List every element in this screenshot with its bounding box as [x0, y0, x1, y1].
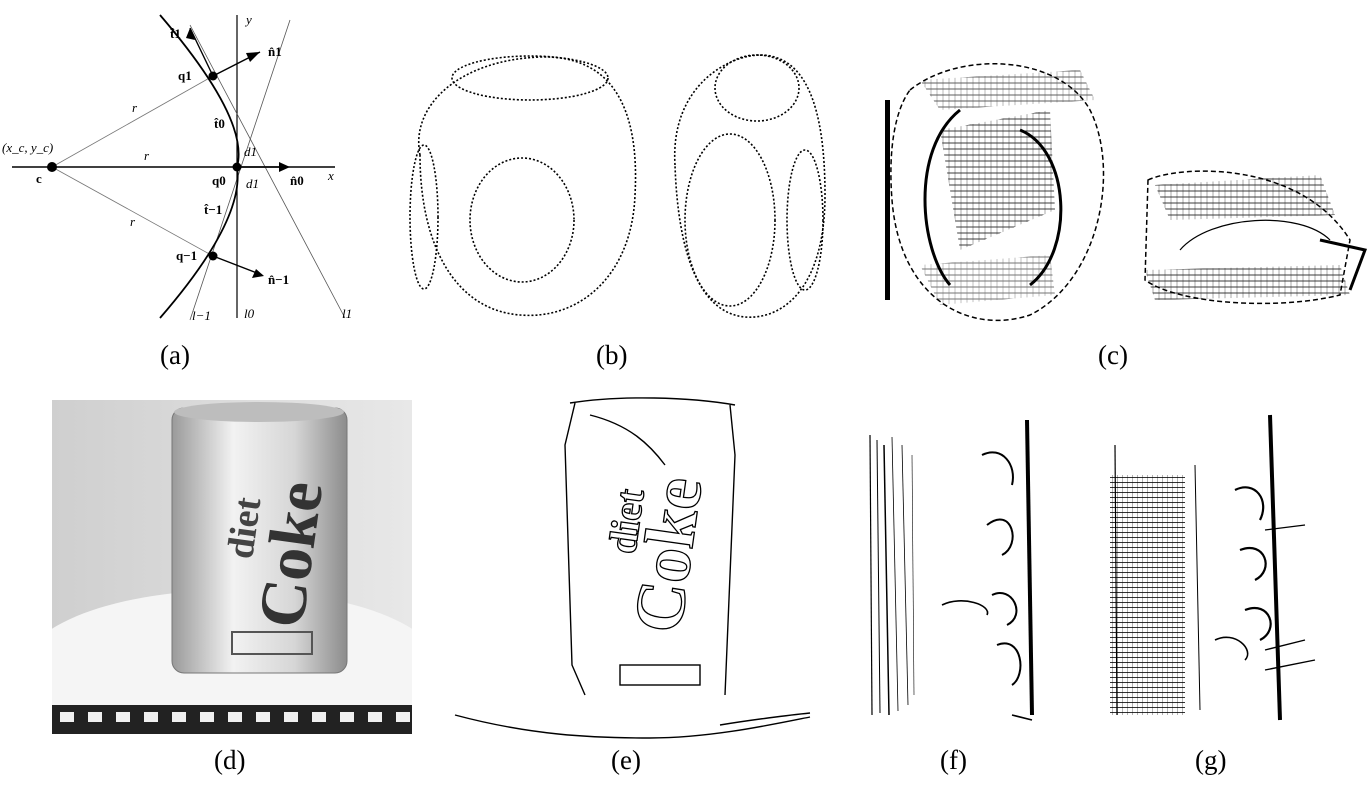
label-n1: n̂1: [268, 44, 282, 59]
caption-d: (d): [214, 745, 245, 776]
panel-a-geometry-diagram: x y (x_c, y_c) c r r r q1 q0 q−1 t̂1 t̂0…: [0, 0, 370, 330]
label-l0: l0: [244, 306, 255, 321]
label-c: c: [36, 171, 42, 186]
panel-e-edge-map: diet Coke: [450, 395, 815, 740]
label-d1-upper: d1: [244, 144, 257, 159]
label-x: x: [327, 168, 334, 183]
label-q1: q1: [178, 68, 192, 83]
outline-right-center-ellipse: [685, 134, 775, 306]
label-t0: t̂0: [213, 116, 225, 131]
caption-g: (g): [1195, 745, 1226, 776]
outline-left-side-ellipse: [410, 145, 438, 289]
caption-a: (a): [160, 340, 190, 371]
label-d1-lower: d1: [246, 176, 259, 191]
panel-g-dense-reconstruction: [1105, 410, 1325, 725]
outline-left-top-ellipse: [452, 56, 608, 100]
panel-d-can-photo: diet Coke: [52, 400, 412, 734]
label-l-minus-1: l−1: [192, 308, 211, 323]
outline-right-body: [675, 55, 825, 317]
outline-left-center-ellipse: [470, 158, 574, 282]
label-r2: r: [144, 148, 150, 163]
label-q0: q0: [212, 173, 226, 188]
label-r1: r: [132, 100, 138, 115]
mesh-left: [885, 64, 1104, 321]
edge-right: [725, 405, 735, 695]
label-n0: n̂0: [290, 173, 304, 188]
panel-c-reconstructed-meshes: [880, 50, 1370, 325]
label-n-minus-1: n̂−1: [268, 272, 289, 287]
mesh-right: [1145, 171, 1365, 303]
panel-f-sparse-reconstruction: [862, 415, 1052, 725]
caption-e: (e): [611, 745, 641, 776]
label-center-coords: (x_c, y_c): [2, 140, 53, 155]
label-t-minus-1: t̂−1: [203, 202, 222, 217]
caption-f: (f): [940, 745, 967, 776]
outline-right-side-ellipse: [787, 150, 823, 290]
label-r3: r: [130, 214, 136, 229]
label-y: y: [244, 12, 252, 27]
label-t1: t̂1: [169, 26, 181, 41]
panel-b-object-outlines: [400, 45, 850, 335]
outline-left-body: [419, 57, 636, 315]
radius-line-3: [52, 167, 213, 256]
outline-right-top-ellipse: [715, 55, 799, 121]
label-q-minus-1: q−1: [176, 248, 197, 263]
center-point: [47, 162, 57, 172]
caption-b: (b): [596, 340, 627, 371]
edge-left: [565, 403, 585, 695]
radius-line-1: [52, 76, 213, 167]
caption-c: (c): [1098, 340, 1128, 371]
label-l1: l1: [342, 306, 352, 321]
